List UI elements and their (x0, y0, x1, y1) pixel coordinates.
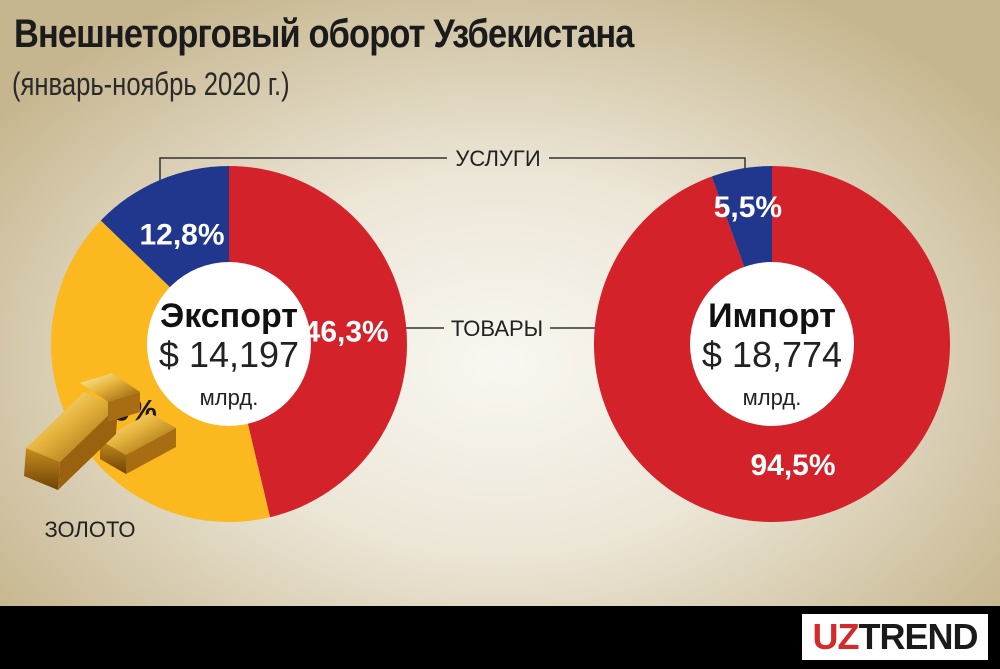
export-slice-label-2: 12,8% (139, 219, 224, 252)
export-center-hole (147, 262, 311, 426)
services-callout-line-left (159, 157, 447, 188)
gold-bars-illustration (24, 373, 176, 490)
import-unit: млрд. (743, 385, 802, 410)
import-slice-label-1: 5,5% (714, 191, 782, 224)
import-center-hole (690, 262, 854, 426)
export-unit: млрд. (200, 385, 259, 410)
export-slice-label-0: 46,3% (304, 315, 389, 348)
import-total: $ 18,774 (702, 334, 842, 375)
import-slice-labels: 94,5% 5,5% (714, 191, 836, 482)
export-title: Экспорт (160, 297, 298, 335)
page-subtitle: (январь-ноябрь 2020 г.) (12, 66, 290, 102)
brand-logo-trend: TREND (858, 616, 979, 657)
services-callout-label: УСЛУГИ (455, 146, 540, 171)
charts: УСЛУГИ ТОВАРЫ ЗОЛОТО Экспорт $ 14,197 мл… (24, 146, 950, 542)
gold-callout-label: ЗОЛОТО (44, 517, 135, 542)
export-total: $ 14,197 (159, 334, 299, 375)
brand-logo-uz: UZ (812, 616, 860, 657)
import-donut: Импорт $ 18,774 млрд. 94,5% 5,5% (593, 166, 950, 522)
goods-callout-label: ТОВАРЫ (451, 316, 543, 341)
page-title: Внешнеторговый оборот Узбекистана (14, 12, 634, 56)
brand-logo: UZ TREND (802, 614, 988, 660)
import-title: Импорт (708, 297, 836, 335)
export-slice-0 (229, 166, 407, 518)
import-slice-label-0: 94,5% (750, 449, 835, 482)
export-donut: Экспорт $ 14,197 млрд. 46,3%40,9%12,8% (50, 165, 407, 522)
